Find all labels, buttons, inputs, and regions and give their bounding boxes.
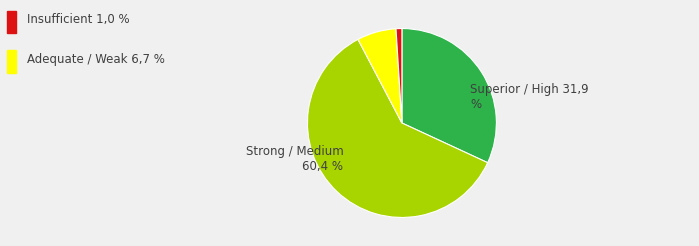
Text: Insufficient 1,0 %: Insufficient 1,0 % bbox=[27, 13, 129, 26]
Wedge shape bbox=[402, 29, 496, 163]
Wedge shape bbox=[308, 39, 488, 217]
Text: Superior / High 31,9
%: Superior / High 31,9 % bbox=[470, 83, 589, 110]
Text: Adequate / Weak 6,7 %: Adequate / Weak 6,7 % bbox=[27, 53, 164, 65]
Text: Strong / Medium
60,4 %: Strong / Medium 60,4 % bbox=[245, 145, 343, 173]
Wedge shape bbox=[358, 29, 402, 123]
Wedge shape bbox=[396, 29, 402, 123]
